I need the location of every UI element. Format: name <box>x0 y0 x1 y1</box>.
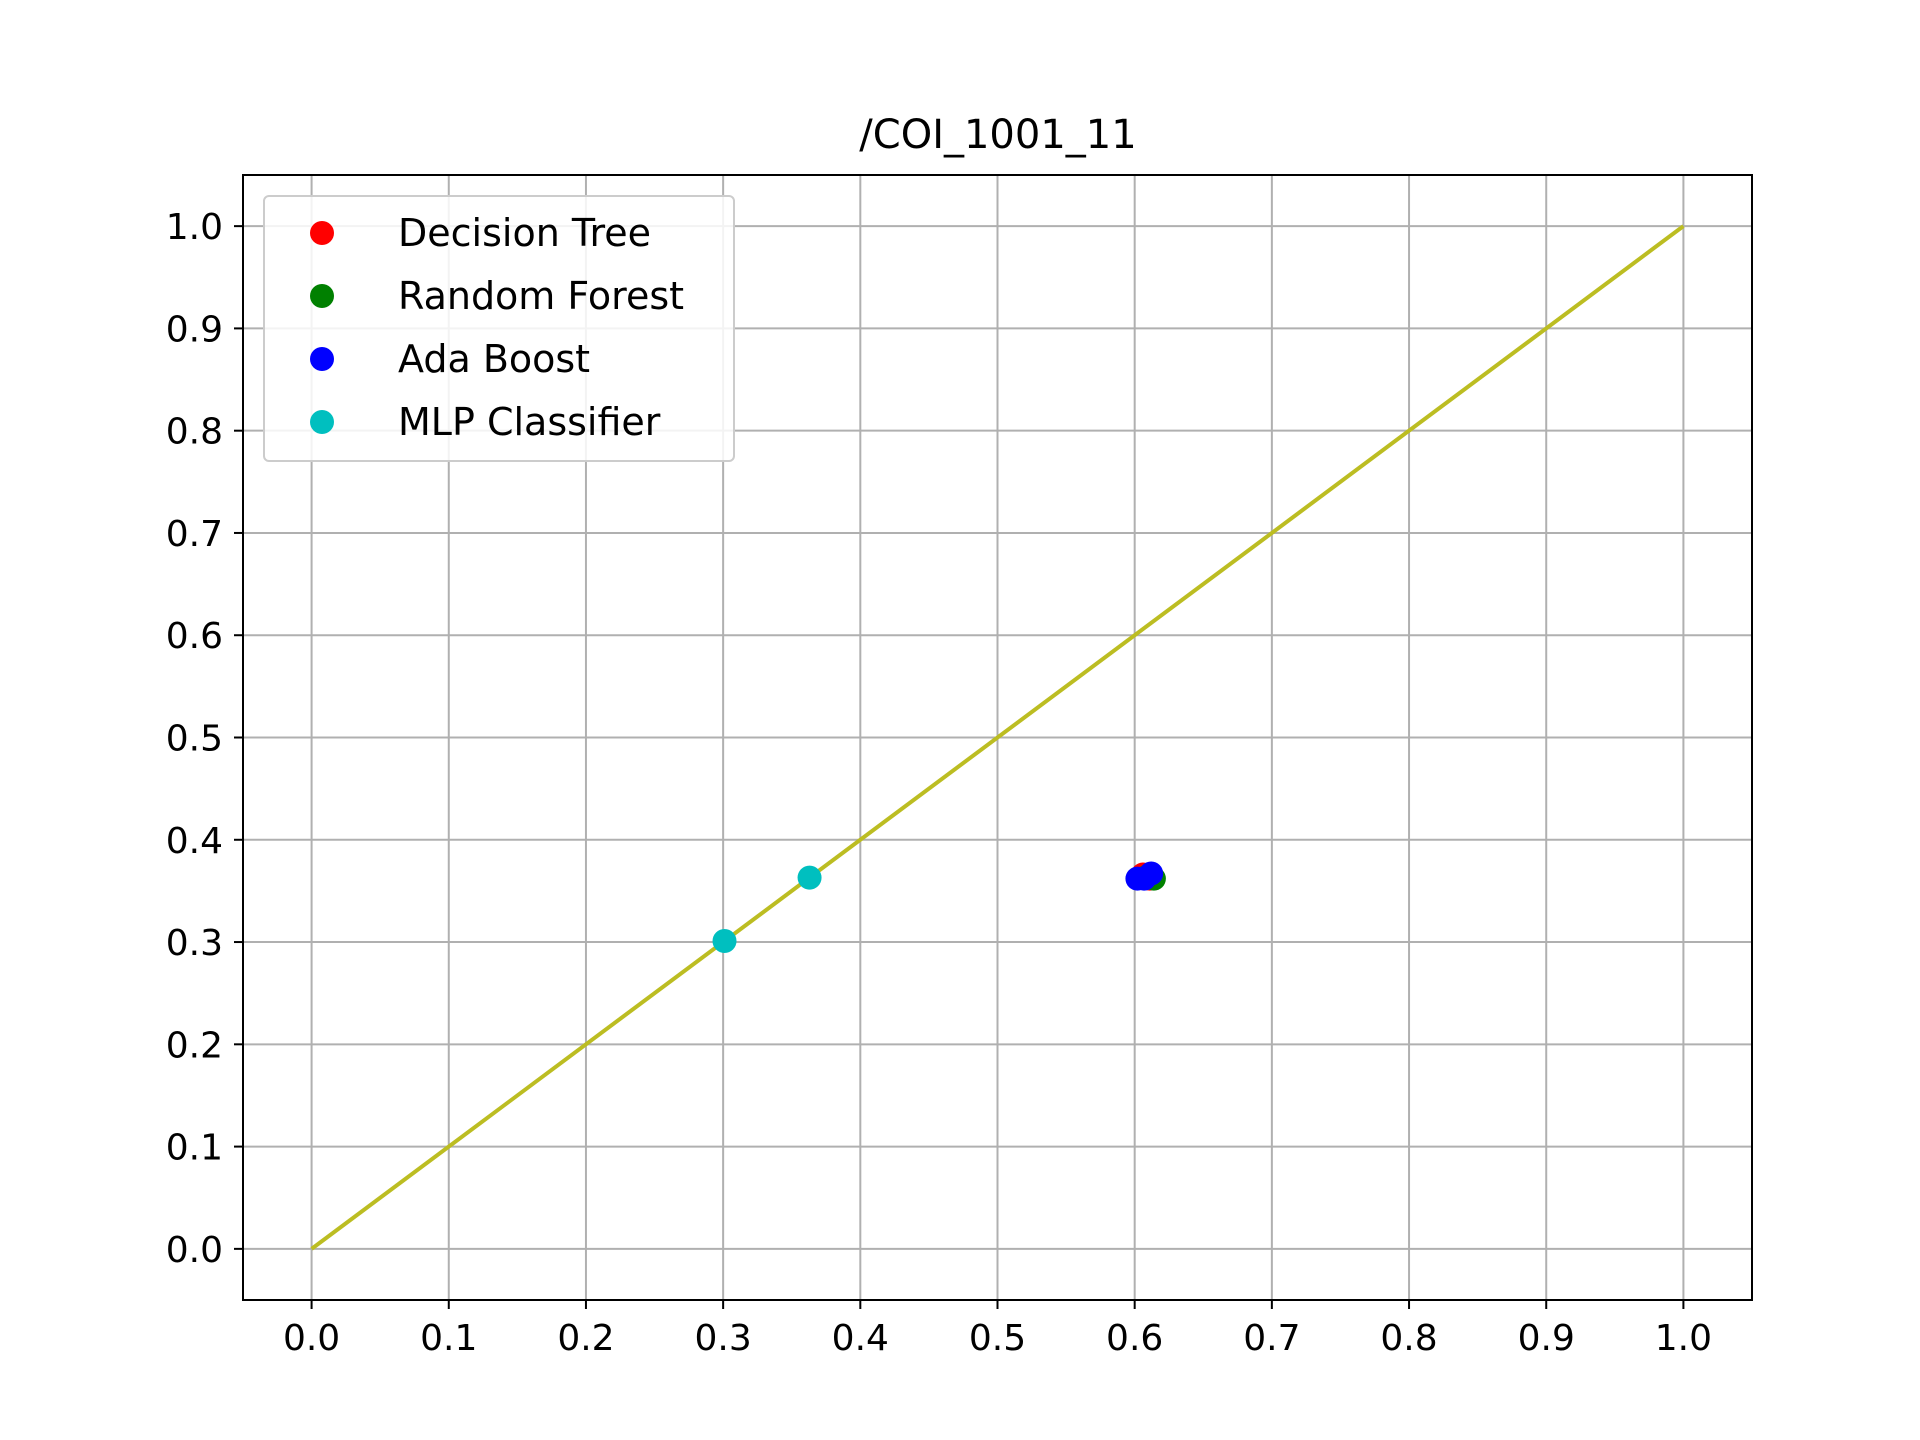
legend-marker <box>310 284 334 308</box>
data-points-layer <box>712 861 1166 954</box>
y-tick-label: 0.5 <box>166 719 223 760</box>
grid-lines <box>243 175 1752 1300</box>
y-tick-label: 0.4 <box>166 821 223 862</box>
legend-marker <box>310 347 334 371</box>
x-tick-label: 0.2 <box>557 1318 614 1359</box>
y-tick-label: 0.1 <box>166 1128 223 1169</box>
legend-label: Ada Boost <box>398 337 590 381</box>
x-tick-label: 0.6 <box>1106 1318 1163 1359</box>
y-tick-label: 0.7 <box>166 514 223 555</box>
y-tick-label: 0.9 <box>166 309 223 350</box>
x-tick-label: 0.8 <box>1380 1318 1437 1359</box>
y-tick-label: 0.2 <box>166 1025 223 1066</box>
point-mlp-classifier <box>712 929 737 954</box>
x-tick-label: 0.9 <box>1518 1318 1575 1359</box>
chart-title: /COI_1001_11 <box>859 112 1136 158</box>
legend-label: Decision Tree <box>398 211 651 255</box>
legend-label: MLP Classifier <box>398 400 661 444</box>
axis-ticks: 0.0 0.1 0.2 0.3 0.4 0.5 0.6 0.7 0.8 0.9 1.0 0.0 0.1 0… <box>166 207 1712 1359</box>
y-tick-label: 1.0 <box>166 207 223 248</box>
legend-marker <box>310 410 334 434</box>
x-tick-label: 1.0 <box>1655 1318 1712 1359</box>
legend: Decision Tree Random Forest Ada Boost MLP C… <box>263 195 735 462</box>
x-tick-label: 0.5 <box>969 1318 1026 1359</box>
y-tick-label: 0.6 <box>166 616 223 657</box>
y-tick-label: 0.3 <box>166 923 223 964</box>
reference-line <box>310 224 1685 1251</box>
x-tick-label: 0.3 <box>695 1318 752 1359</box>
x-tick-label: 0.1 <box>420 1318 477 1359</box>
legend-marker <box>310 221 334 245</box>
y-tick-label: 0.0 <box>166 1230 223 1271</box>
x-tick-label: 0.4 <box>832 1318 889 1359</box>
reference-line-layer <box>310 224 1685 1251</box>
point-mlp-classifier <box>797 865 822 890</box>
legend-box <box>263 195 735 462</box>
point-ada-boost <box>1132 866 1157 891</box>
x-tick-label: 0.0 <box>283 1318 340 1359</box>
y-tick-label: 0.8 <box>166 412 223 453</box>
legend-label: Random Forest <box>398 274 684 318</box>
x-tick-label: 0.7 <box>1243 1318 1300 1359</box>
